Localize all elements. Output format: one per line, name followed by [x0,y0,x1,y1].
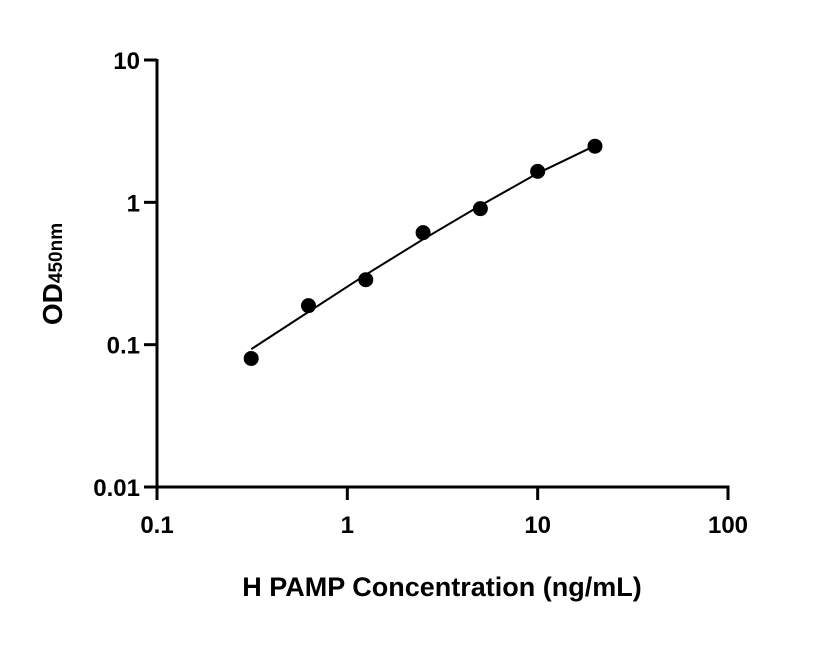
y-axis-label-main: OD [37,283,68,325]
fit-curve [250,144,596,351]
data-point [530,163,546,179]
y-tick-label: 0.01 [93,475,140,502]
data-point [358,272,374,288]
y-tick-label: 0.1 [107,333,140,360]
data-point [587,138,603,154]
data-point [243,350,259,366]
x-axis-label: H PAMP Concentration (ng/mL) [242,572,642,602]
x-tick-label: 0.1 [140,512,173,539]
axes [144,58,730,500]
data-points [243,138,603,366]
y-tick-label: 10 [113,48,140,75]
data-point [300,298,316,314]
data-point [415,225,431,241]
x-tick-label: 100 [708,512,748,539]
x-tick-label: 10 [524,512,551,539]
x-tick-label: 1 [341,512,354,539]
y-tick-label: 1 [127,190,140,217]
y-axis-label: OD450nm [37,223,68,325]
data-point [472,201,488,217]
y-axis-label-sub: 450nm [46,223,67,283]
